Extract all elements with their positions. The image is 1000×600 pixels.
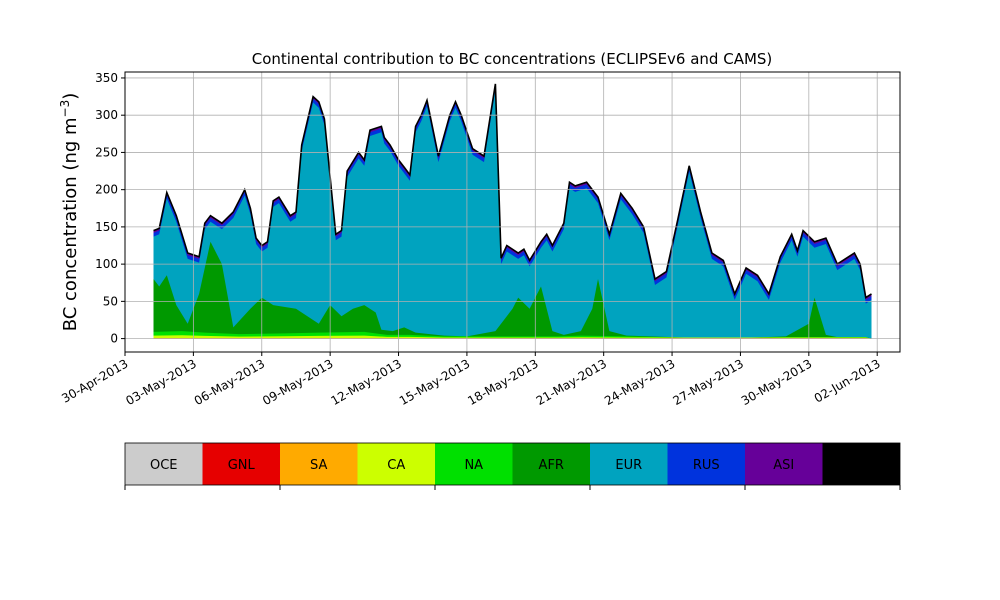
legend-swatch-ca (357, 443, 435, 485)
x-tick-label: 03-May-2013 (123, 356, 198, 408)
y-tick-label: 100 (95, 257, 118, 271)
legend-label-rus: RUS (693, 458, 720, 473)
x-tick-label: 30-Apr-2013 (59, 356, 130, 405)
legend-label-sa: SA (310, 458, 327, 473)
grid-lines (124, 72, 900, 352)
legend-label-afr: AFR (539, 458, 564, 473)
area-series-ca (153, 335, 872, 339)
y-axis-label-main: BC concentration (ng m (60, 117, 81, 331)
y-axis-label-exponent: −3 (58, 100, 72, 118)
legend-swatch-aus (822, 443, 900, 485)
legend-swatch-afr (512, 443, 590, 485)
legend-swatch-na (435, 443, 513, 485)
legend-swatch-sa (280, 443, 358, 485)
area-series-afr (153, 241, 872, 339)
area-series-aus-line (153, 83, 872, 299)
y-axis-label-close: ) (60, 93, 81, 100)
legend-swatch-gnl (202, 443, 280, 485)
legend-label-eur: EUR (615, 458, 642, 473)
y-tick-label: 150 (95, 220, 118, 234)
legend-swatch-oce (125, 443, 203, 485)
legend-swatch-eur (590, 443, 668, 485)
x-tick-label: 15-May-2013 (397, 356, 472, 408)
legend-colorbar: OCE GNL SA CA NA AFR EUR RUS ASI AUS (124, 442, 901, 490)
x-tick-label: 02-Jun-2013 (812, 356, 883, 405)
y-tick-label: 250 (95, 145, 118, 159)
chart-title: Continental contribution to BC concentra… (252, 50, 773, 68)
plot-area (153, 83, 872, 339)
x-tick-label: 27-May-2013 (670, 356, 745, 408)
y-tick-label: 50 (103, 294, 118, 308)
x-tick-label: 09-May-2013 (260, 356, 335, 408)
x-tick-label: 24-May-2013 (602, 356, 677, 408)
legend-label-ca: CA (387, 458, 405, 473)
legend-frame (124, 442, 901, 486)
x-tick-label: 12-May-2013 (329, 356, 404, 408)
y-axis-label: BC concentration (ng m−3) (58, 93, 81, 332)
y-tick-label: 350 (95, 71, 118, 85)
legend-swatch-rus (667, 443, 745, 485)
legend-label-gnl: GNL (228, 458, 256, 473)
y-tick-label: 300 (95, 108, 118, 122)
x-tick-label: 21-May-2013 (534, 356, 609, 408)
y-tick-label: 0 (110, 332, 118, 346)
legend-label-na: NA (464, 458, 483, 473)
x-tick-label: 30-May-2013 (739, 356, 814, 408)
y-tick-label: 200 (95, 183, 118, 197)
legend-label-oce: OCE (150, 458, 178, 473)
plot-frame (124, 71, 901, 353)
legend-label-asi: ASI (773, 458, 794, 473)
x-tick-label: 06-May-2013 (192, 356, 267, 408)
legend-label-aus: AUS (848, 458, 875, 473)
legend-swatch-asi (745, 443, 823, 485)
area-series-eur (153, 89, 872, 339)
x-tick-label: 18-May-2013 (465, 356, 540, 408)
